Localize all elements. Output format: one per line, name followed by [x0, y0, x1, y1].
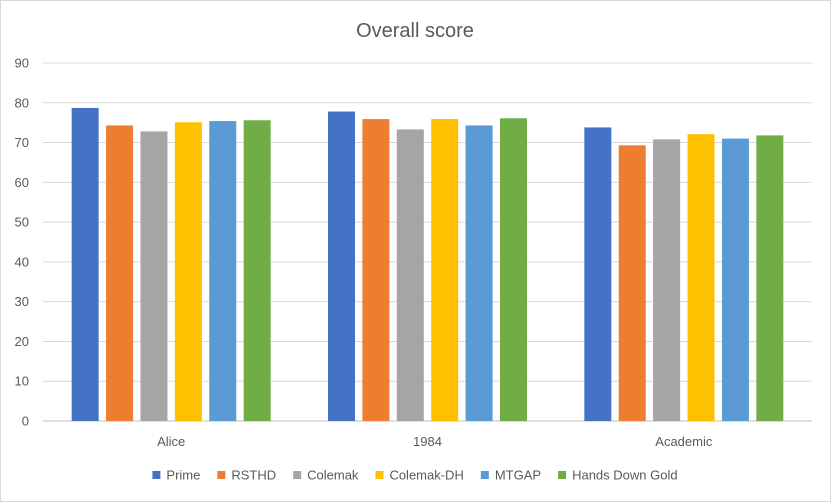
y-tick-label: 10 [15, 374, 29, 389]
legend-swatch [293, 471, 302, 479]
legend-item: MTGAP [480, 468, 541, 483]
y-tick-label: 70 [15, 135, 29, 150]
bar-rsthd-alice [106, 125, 134, 421]
legend-item: RSTHD [217, 468, 276, 483]
gridlines [43, 62, 812, 422]
y-tick-label: 50 [15, 215, 29, 230]
bar-colemak-academic [653, 139, 681, 421]
bar-hands-down-gold-academic [756, 135, 784, 421]
y-tick-label: 0 [22, 414, 29, 429]
bar-colemak-dh-1984 [431, 119, 459, 421]
bar-colemak-alice [140, 131, 168, 421]
legend-label: Colemak [307, 468, 359, 483]
y-tick-label: 30 [15, 294, 29, 309]
legend-swatch [375, 471, 384, 479]
legend-label: Hands Down Gold [572, 468, 678, 483]
bar-hands-down-gold-alice [243, 120, 271, 421]
bar-colemak-dh-academic [687, 134, 715, 422]
legend-item: Hands Down Gold [558, 468, 678, 483]
x-tick-label: Academic [655, 434, 713, 449]
legend-label: Colemak-DH [389, 468, 463, 483]
bar-prime-1984 [328, 111, 355, 421]
bar-mtgap-alice [209, 121, 237, 421]
y-tick-label: 60 [15, 175, 29, 190]
x-tick-label: 1984 [413, 434, 442, 449]
y-tick-label: 20 [15, 334, 29, 349]
legend: Prime RSTHD Colemak Colemak-DH MTGAP Hands Do… [152, 468, 678, 483]
y-tick-label: 90 [15, 56, 29, 71]
legend-swatch [480, 471, 489, 479]
legend-label: Prime [166, 468, 200, 483]
y-tick-label: 40 [15, 254, 29, 269]
legend-item: Colemak-DH [375, 468, 464, 483]
legend-item: Colemak [293, 468, 359, 483]
x-tick-label: Alice [157, 434, 185, 449]
bar-hands-down-gold-1984 [500, 118, 527, 422]
legend-swatch [152, 471, 161, 479]
legend-swatch [217, 471, 226, 479]
bar-colemak-1984 [396, 129, 424, 421]
legend-item: Prime [152, 468, 200, 483]
bar-prime-academic [584, 127, 612, 421]
bar-rsthd-1984 [362, 119, 390, 421]
legend-swatch [558, 471, 567, 479]
bar-colemak-dh-alice [174, 122, 202, 421]
bar-prime-alice [71, 107, 99, 422]
legend-label: MTGAP [495, 468, 541, 483]
chart-title: Overall score [356, 20, 474, 42]
y-tick-label: 80 [15, 95, 29, 110]
bar-mtgap-1984 [465, 125, 493, 421]
y-axis-ticks: 0 10 20 30 40 50 60 70 80 90 [15, 56, 29, 429]
bar-mtgap-academic [721, 138, 749, 422]
x-axis-ticks: Alice 1984 Academic [157, 434, 713, 449]
bar-rsthd-academic [618, 145, 646, 421]
bars [71, 107, 784, 422]
legend-label: RSTHD [231, 468, 276, 483]
